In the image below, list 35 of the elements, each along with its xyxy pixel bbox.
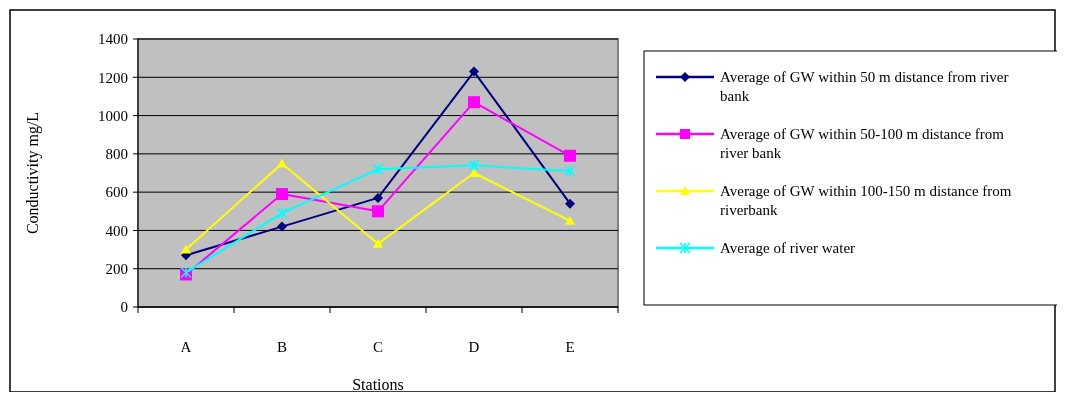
y-tick-label: 600 — [105, 184, 128, 201]
point — [372, 205, 384, 218]
legend-label: Average of river water — [720, 240, 856, 256]
point — [468, 159, 480, 172]
legend-label: Average of GW within 100-150 m distance from riverbank — [720, 183, 1012, 218]
point — [565, 198, 575, 209]
point — [468, 96, 480, 109]
y-tick-label: 400 — [105, 222, 128, 239]
y-tick-label: 1200 — [98, 69, 128, 86]
x-axis-title: Stations — [352, 376, 404, 393]
y-tick-label: 1400 — [98, 31, 128, 48]
x-tick-label: B — [276, 339, 288, 355]
y-tick-label: 800 — [105, 146, 128, 163]
y-tick-label: 200 — [105, 260, 128, 277]
point — [373, 238, 383, 248]
x-tick-label: E — [565, 339, 575, 355]
point — [565, 215, 575, 225]
point — [564, 149, 576, 162]
x-tick-label: C — [372, 339, 384, 355]
point — [373, 192, 383, 203]
point — [469, 66, 479, 77]
legend-label: Average of GW within 50 m distance from river bank — [720, 69, 1009, 104]
y-tick-label: 0 — [120, 299, 128, 316]
x-tick-label: A — [180, 339, 192, 355]
point — [276, 207, 288, 219]
point — [469, 168, 479, 177]
legend-label: Average of GW within 50-100 m distance from river bank — [720, 126, 1005, 161]
point — [277, 221, 287, 232]
point — [372, 163, 384, 175]
y-axis-title: Conductivity mg/L — [24, 111, 42, 235]
point — [276, 188, 288, 201]
y-tick-label: 1000 — [98, 107, 128, 124]
point — [181, 244, 191, 254]
point — [564, 165, 576, 177]
x-tick-label: D — [468, 339, 480, 355]
